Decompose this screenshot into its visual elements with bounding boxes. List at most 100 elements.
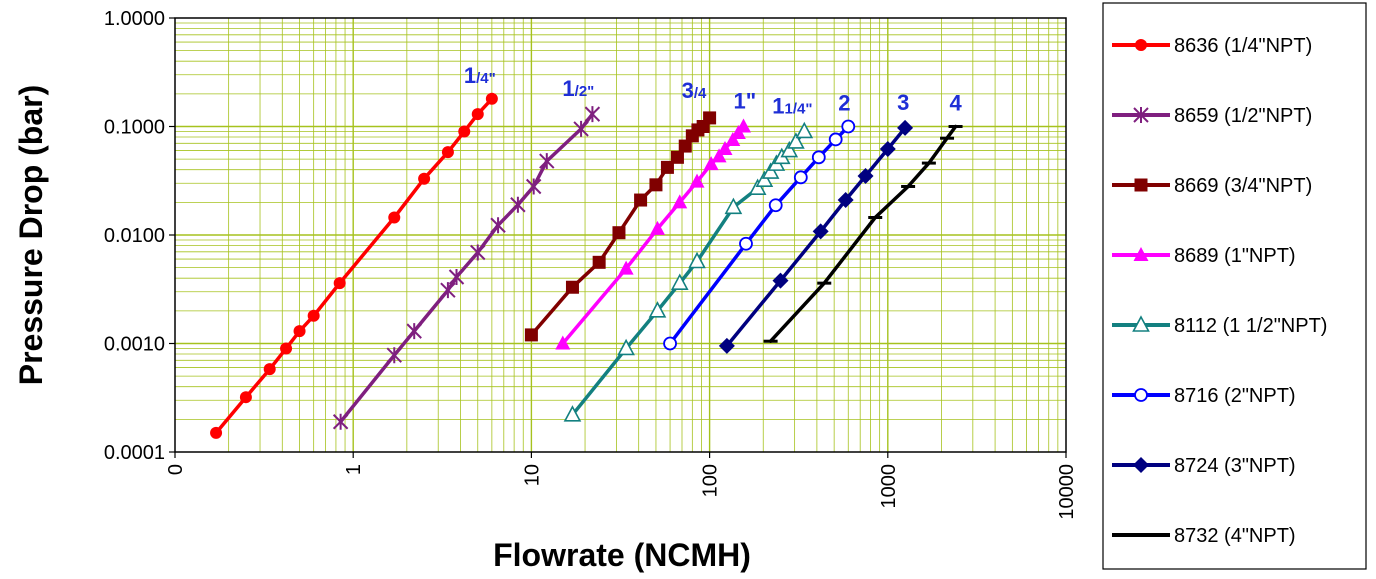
legend-label: 8659 (1/2"NPT) xyxy=(1174,105,1312,127)
y-axis-title: Pressure Drop (bar) xyxy=(13,85,49,386)
pipe-size-main: 1" xyxy=(734,89,757,114)
data-point xyxy=(388,211,401,224)
data-point xyxy=(649,220,665,235)
data-point xyxy=(406,323,422,340)
data-point xyxy=(618,260,634,275)
data-point xyxy=(812,223,829,240)
data-point xyxy=(718,337,735,354)
data-point xyxy=(649,178,663,192)
data-point xyxy=(333,277,346,290)
data-point xyxy=(539,153,555,170)
x-tick-label: 0 xyxy=(165,464,187,475)
data-point xyxy=(755,170,774,187)
data-point xyxy=(670,150,684,164)
pipe-size-main: 1 xyxy=(772,93,784,118)
legend-item: 8112 (1 1/2"NPT) xyxy=(1112,315,1327,337)
pipe-size-main: 1 xyxy=(562,76,574,101)
data-point xyxy=(617,338,635,356)
data-point xyxy=(612,226,626,240)
x-tick-label: 1 xyxy=(343,464,365,475)
data-point xyxy=(663,336,677,351)
legend-marker xyxy=(1134,178,1148,192)
data-point xyxy=(672,194,688,209)
data-point xyxy=(761,162,780,179)
data-point xyxy=(592,255,606,269)
x-axis-title: Flowrate (NCMH) xyxy=(493,537,751,573)
legend-label: 8636 (1/4"NPT) xyxy=(1174,35,1312,57)
data-point xyxy=(795,121,814,139)
data-point xyxy=(793,170,808,185)
pipe-size-labels: 1/4" 1/2" 3/4 1" 11/4" 2 3 4 xyxy=(464,63,963,119)
data-point xyxy=(485,92,498,105)
legend-item: 8669 (3/4"NPT) xyxy=(1112,175,1312,197)
series-8 xyxy=(763,124,963,343)
data-point xyxy=(689,173,705,188)
data-point xyxy=(837,192,854,209)
legend-label: 8112 (1 1/2"NPT) xyxy=(1174,315,1327,337)
data-point xyxy=(448,269,465,286)
data-point xyxy=(857,167,874,184)
pipe-size-label: 1" xyxy=(734,89,757,114)
data-point xyxy=(307,309,320,322)
data-point xyxy=(703,156,719,171)
legend-box xyxy=(1102,2,1367,570)
pipe-size-fraction: /4" xyxy=(476,70,496,87)
series-2 xyxy=(332,106,601,430)
data-point xyxy=(660,160,674,174)
legend-marker xyxy=(1133,247,1149,261)
legend-item: 8659 (1/2"NPT) xyxy=(1112,105,1312,127)
data-point xyxy=(678,139,692,153)
major-gridlines xyxy=(175,18,1066,452)
data-point xyxy=(787,132,805,149)
legend-item: 8636 (1/4"NPT) xyxy=(1112,35,1312,57)
x-tick-label: 10000 xyxy=(1056,464,1078,520)
pipe-size-label: 3 xyxy=(897,90,909,115)
pipe-size-main: 3 xyxy=(682,78,694,103)
legend-marker xyxy=(1134,388,1148,402)
x-tick-label: 100 xyxy=(700,464,722,497)
data-point xyxy=(263,363,276,376)
pipe-size-label: 2 xyxy=(838,91,850,116)
data-point xyxy=(768,198,783,213)
data-point xyxy=(332,413,349,430)
y-tick-label: 0.0001 xyxy=(104,442,165,464)
pipe-size-fraction: /2" xyxy=(575,83,595,100)
series-7 xyxy=(718,119,914,354)
pipe-size-label: 1/4" xyxy=(464,63,496,88)
pipe-size-main: 2 xyxy=(838,91,850,116)
pipe-size-main: 4 xyxy=(950,91,963,116)
series-1 xyxy=(210,92,498,439)
pipe-size-fraction: /4 xyxy=(694,85,707,102)
data-point xyxy=(418,172,431,185)
y-tick-label: 0.1000 xyxy=(104,117,165,139)
data-point xyxy=(525,178,542,195)
data-point xyxy=(648,301,667,318)
x-axis-ticks: 0 1 10 100 1000 10000 xyxy=(165,452,1078,520)
data-point xyxy=(441,146,454,159)
legend-marker xyxy=(1132,315,1150,332)
data-point xyxy=(828,132,843,147)
y-tick-label: 0.0010 xyxy=(104,334,165,356)
data-point xyxy=(841,119,856,134)
data-point xyxy=(897,119,914,136)
data-point xyxy=(573,120,589,137)
legend-marker xyxy=(1133,457,1149,473)
data-point xyxy=(879,141,896,158)
data-point xyxy=(440,282,456,299)
data-point xyxy=(239,391,252,404)
legend-item: 8716 (2"NPT) xyxy=(1112,385,1296,407)
series-3 xyxy=(524,111,717,342)
legend-item: 8689 (1"NPT) xyxy=(1112,245,1296,267)
data-point xyxy=(748,178,767,195)
legend-item: 8724 (3"NPT) xyxy=(1112,455,1296,477)
legend-label: 8669 (3/4"NPT) xyxy=(1174,175,1312,197)
data-point xyxy=(386,347,402,364)
legend-item: 8732 (4"NPT) xyxy=(1112,525,1296,547)
legend-label: 8724 (3"NPT) xyxy=(1174,455,1296,477)
data-point xyxy=(555,335,571,350)
pipe-size-label: 11/4" xyxy=(772,93,812,118)
data-point xyxy=(510,196,526,213)
series-6 xyxy=(663,119,856,351)
data-point xyxy=(293,325,306,338)
